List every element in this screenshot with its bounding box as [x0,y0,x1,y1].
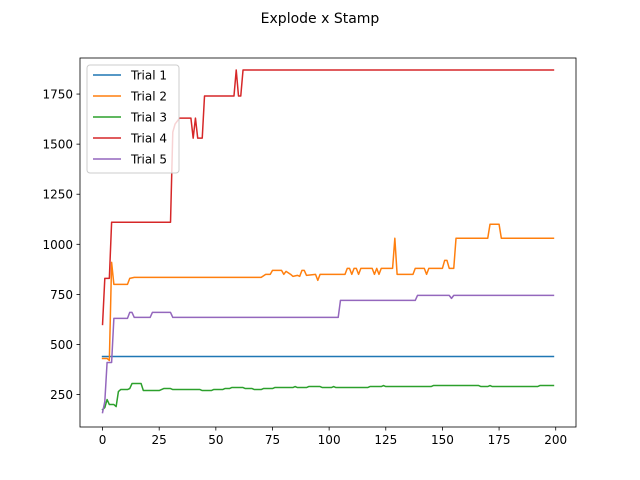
x-tick-label: 25 [152,433,167,447]
x-tick-label: 125 [374,433,397,447]
y-tick-label: 1500 [42,138,73,152]
legend-label-trial-1: Trial 1 [130,69,167,83]
chart-title: Explode x Stamp [261,11,380,27]
y-tick-label: 1750 [42,88,73,102]
x-tick-label: 175 [488,433,511,447]
y-tick-label: 250 [50,388,73,402]
y-tick-label: 1250 [42,188,73,202]
x-tick-label: 200 [544,433,567,447]
axes-frame [79,57,577,428]
x-tick-label: 100 [318,433,341,447]
x-tick-label: 50 [208,433,223,447]
legend-label-trial-3: Trial 3 [130,111,167,125]
legend: Trial 1 Trial 2 Trial 3 Trial 4 Trial 5 [86,64,180,174]
y-axis: 250 500 750 1000 1250 1500 1750 [42,88,80,402]
y-tick-label: 500 [50,338,73,352]
x-axis: 0 25 50 75 100 125 150 175 200 [99,427,567,447]
legend-label-trial-4: Trial 4 [130,132,167,146]
series-line-trial-2 [101,223,555,362]
legend-label-trial-5: Trial 5 [130,153,167,167]
legend-label-trial-2: Trial 2 [130,90,167,104]
series-line-trial-3 [101,382,555,411]
x-tick-label: 75 [265,433,280,447]
x-tick-label: 0 [99,433,107,447]
series-layer [101,69,555,414]
legend-box [86,64,180,174]
series-line-trial-4 [101,69,555,326]
series-line-trial-5 [101,294,555,414]
y-tick-label: 750 [50,288,73,302]
x-tick-label: 150 [431,433,454,447]
y-tick-label: 1000 [42,238,73,252]
